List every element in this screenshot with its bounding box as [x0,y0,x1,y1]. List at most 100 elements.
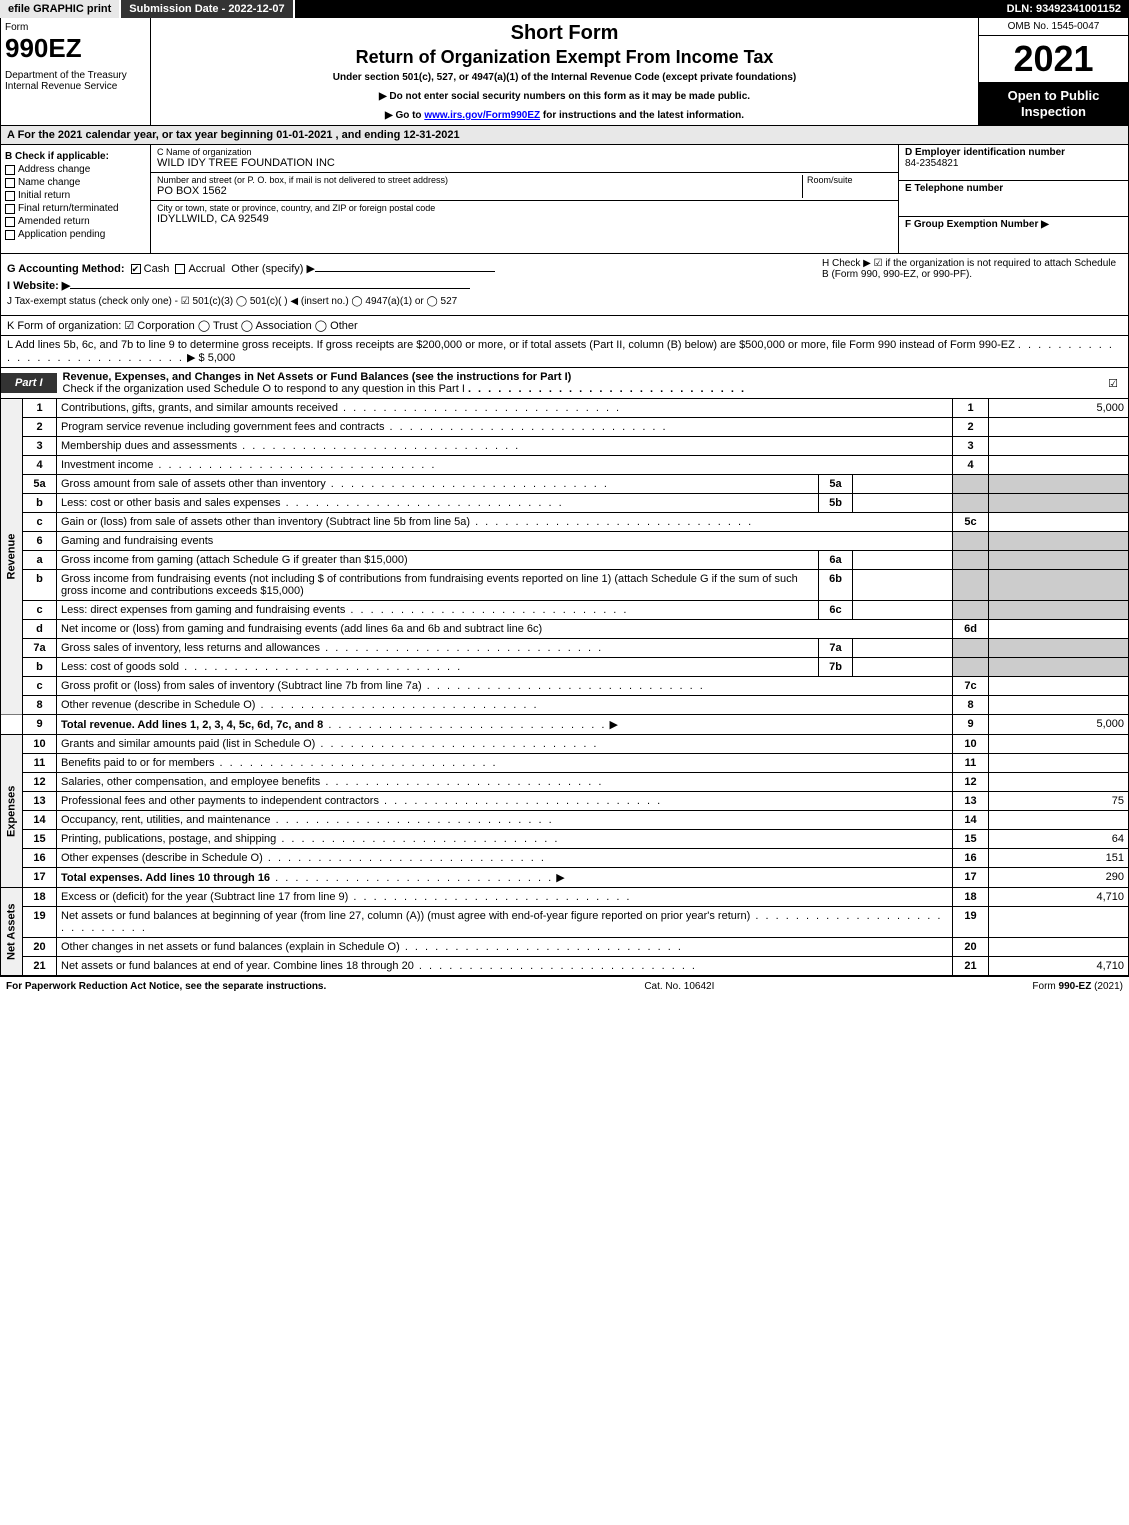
line-5c-text: Gain or (loss) from sale of assets other… [61,516,470,528]
line-16-num: 16 [953,849,989,868]
part1-table: Revenue 1 Contributions, gifts, grants, … [0,399,1129,976]
short-form-title: Short Form [159,22,970,45]
line-19-text: Net assets or fund balances at beginning… [61,910,750,922]
line-1-text: Contributions, gifts, grants, and simila… [61,402,338,414]
d-ein-box: D Employer identification number 84-2354… [899,145,1128,181]
l-gross-receipts: L Add lines 5b, 6c, and 7b to line 9 to … [0,336,1129,368]
line-4-num: 4 [953,456,989,475]
c-name-label: C Name of organization [157,147,892,157]
line-5a-box: 5a [819,475,853,494]
part1-tab: Part I [1,373,57,393]
line-20-val [989,938,1129,957]
line-6d-num: 6d [953,620,989,639]
line-7a-text: Gross sales of inventory, less returns a… [61,642,320,654]
part1-title: Revenue, Expenses, and Changes in Net As… [63,371,572,383]
footer-left: For Paperwork Reduction Act Notice, see … [6,981,326,992]
line-21-text: Net assets or fund balances at end of ye… [61,960,414,972]
line-7b-val [853,658,953,677]
ssn-note: ▶ Do not enter social security numbers o… [159,91,970,102]
line-6b-text: Gross income from fundraising events (no… [61,573,798,597]
chk-amended-return[interactable]: Amended return [5,216,146,227]
d-label: D Employer identification number [905,147,1065,158]
section-ghij: G Accounting Method: Cash Accrual Other … [0,254,1129,316]
form-header: Form 990EZ Department of the Treasury In… [0,18,1129,126]
c-name-box: C Name of organization WILD IDY TREE FOU… [151,145,898,173]
chk-accrual[interactable] [175,264,185,274]
line-20-text: Other changes in net assets or fund bala… [61,941,400,953]
page-footer: For Paperwork Reduction Act Notice, see … [0,976,1129,996]
irs-link[interactable]: www.irs.gov/Form990EZ [424,110,540,121]
footer-right: Form 990-EZ (2021) [1032,981,1123,992]
chk-app-pending[interactable]: Application pending [5,229,146,240]
line-8-text: Other revenue (describe in Schedule O) [61,699,255,711]
line-10-num: 10 [953,735,989,754]
b-label: B Check if applicable: [5,151,146,162]
line-20-num: 20 [953,938,989,957]
line-18-num: 18 [953,888,989,907]
line-6c-text: Less: direct expenses from gaming and fu… [61,604,345,616]
chk-cash[interactable] [131,264,141,274]
line-3-text: Membership dues and assessments [61,440,237,452]
main-title: Return of Organization Exempt From Incom… [159,47,970,68]
line-1-val: 5,000 [989,399,1129,418]
c-city-box: City or town, state or province, country… [151,201,898,229]
e-phone-box: E Telephone number [899,181,1128,217]
goto-note: ▶ Go to www.irs.gov/Form990EZ for instru… [159,110,970,121]
line-2-num: 2 [953,418,989,437]
room-label: Room/suite [807,175,892,185]
line-8-val [989,696,1129,715]
section-bcdef: B Check if applicable: Address change Na… [0,145,1129,254]
line-6-text: Gaming and fundraising events [57,532,953,551]
ein-value: 84-2354821 [905,158,958,169]
line-19-num: 19 [953,907,989,938]
line-7c-val [989,677,1129,696]
line-3-val [989,437,1129,456]
line-17-text: Total expenses. Add lines 10 through 16 [61,872,270,884]
line-7c-text: Gross profit or (loss) from sales of inv… [61,680,422,692]
f-label: F Group Exemption Number ▶ [905,219,1049,230]
org-name: WILD IDY TREE FOUNDATION INC [157,157,892,169]
chk-final-return[interactable]: Final return/terminated [5,203,146,214]
form-label: Form [5,22,146,33]
line-5c-val [989,513,1129,532]
c-city-label: City or town, state or province, country… [157,203,892,213]
line-5b-text: Less: cost or other basis and sales expe… [61,497,281,509]
department: Department of the Treasury Internal Reve… [5,70,146,92]
top-bar: efile GRAPHIC print Submission Date - 20… [0,0,1129,18]
dln: DLN: 93492341001152 [999,0,1129,18]
part1-checkbox[interactable]: ☑ [1098,377,1128,390]
submission-date: Submission Date - 2022-12-07 [121,0,294,18]
goto-post: for instructions and the latest informat… [540,110,744,121]
chk-name-change[interactable]: Name change [5,177,146,188]
line-6a-box: 6a [819,551,853,570]
line-16-val: 151 [989,849,1129,868]
line-11-num: 11 [953,754,989,773]
expenses-label: Expenses [1,735,23,888]
line-11-val [989,754,1129,773]
line-18-val: 4,710 [989,888,1129,907]
line-1-num: 1 [953,399,989,418]
f-group-box: F Group Exemption Number ▶ [899,217,1128,253]
line-12-val [989,773,1129,792]
line-6d-val [989,620,1129,639]
line-21-val: 4,710 [989,957,1129,976]
c-street-label: Number and street (or P. O. box, if mail… [157,175,802,185]
line-13-val: 75 [989,792,1129,811]
footer-catno: Cat. No. 10642I [644,981,714,992]
line-10-val [989,735,1129,754]
line-15-num: 15 [953,830,989,849]
line-6d-text: Net income or (loss) from gaming and fun… [61,623,542,635]
part1-header: Part I Revenue, Expenses, and Changes in… [0,368,1129,399]
k-form-org: K Form of organization: ☑ Corporation ◯ … [0,316,1129,336]
line-5a-val [853,475,953,494]
line-9-val: 5,000 [989,715,1129,735]
chk-initial-return[interactable]: Initial return [5,190,146,201]
chk-address-change[interactable]: Address change [5,164,146,175]
line-14-text: Occupancy, rent, utilities, and maintena… [61,814,271,826]
line-13-num: 13 [953,792,989,811]
l-text: L Add lines 5b, 6c, and 7b to line 9 to … [7,339,1015,351]
omb-number: OMB No. 1545-0047 [979,18,1128,36]
tax-year: 2021 [979,36,1128,82]
line-3-num: 3 [953,437,989,456]
line-6a-text: Gross income from gaming (attach Schedul… [61,554,408,566]
